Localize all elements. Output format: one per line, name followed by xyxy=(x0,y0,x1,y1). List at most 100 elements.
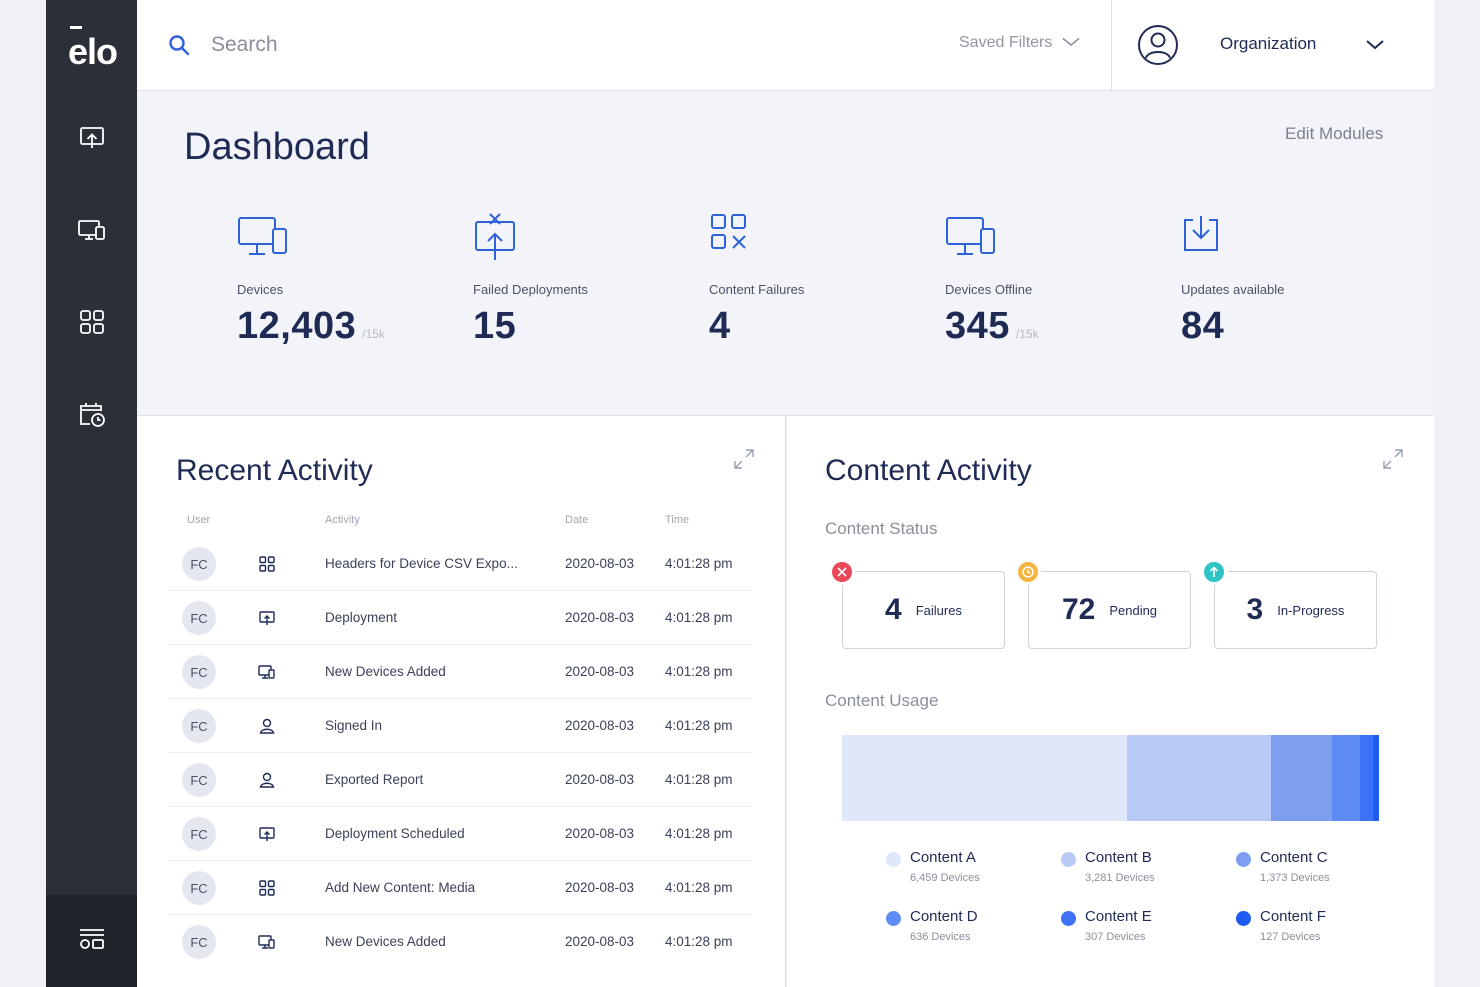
activity-text: Signed In xyxy=(325,718,383,733)
activity-date: 2020-08-03 xyxy=(565,718,635,733)
devices-icon xyxy=(258,933,276,956)
stat-content-failures[interactable]: Content Failures 4 xyxy=(709,212,909,348)
activity-time: 4:01:28 pm xyxy=(665,718,733,733)
devices-icon xyxy=(945,212,1145,266)
activity-row[interactable]: FC New Devices Added 2020-08-03 4:01:28 … xyxy=(168,915,752,969)
user-icon xyxy=(258,771,276,794)
legend-dot xyxy=(1061,911,1076,926)
upload-screen-icon xyxy=(258,609,276,632)
edit-modules-link[interactable]: Edit Modules xyxy=(1285,124,1384,143)
stat-label: Failed Deployments xyxy=(473,282,588,297)
stat-label: Devices Offline xyxy=(945,282,1033,297)
grid-icon xyxy=(258,879,276,902)
activity-time: 4:01:28 pm xyxy=(665,880,733,895)
activity-time: 4:01:28 pm xyxy=(665,610,733,625)
section-divider xyxy=(137,415,1434,416)
usage-segment-content-e[interactable] xyxy=(1359,735,1374,821)
status-card-failures[interactable]: 4 Failures xyxy=(842,571,1005,649)
expand-icon[interactable] xyxy=(733,448,755,475)
expand-icon[interactable] xyxy=(1382,448,1404,475)
activity-date: 2020-08-03 xyxy=(565,772,635,787)
topbar-divider xyxy=(1111,0,1112,91)
user-avatar-icon[interactable] xyxy=(1137,24,1179,71)
activity-row[interactable]: FC Deployment Scheduled 2020-08-03 4:01:… xyxy=(168,807,752,861)
stat-value: 15 xyxy=(473,305,517,347)
legend-count: 636 Devices xyxy=(910,931,971,943)
saved-filters-dropdown[interactable]: Saved Filters xyxy=(959,34,1080,52)
topbar: Saved Filters Organization xyxy=(137,0,1434,91)
nav-content[interactable] xyxy=(46,294,137,354)
activity-row[interactable]: FC Add New Content: Media 2020-08-03 4:0… xyxy=(168,861,752,915)
download-icon xyxy=(1181,212,1381,266)
activity-row[interactable]: FC Deployment 2020-08-03 4:01:28 pm xyxy=(168,591,752,645)
user-avatar: FC xyxy=(182,817,216,851)
activity-row[interactable]: FC New Devices Added 2020-08-03 4:01:28 … xyxy=(168,645,752,699)
user-avatar: FC xyxy=(182,601,216,635)
column-header-time: Time xyxy=(665,514,690,526)
activity-text: Exported Report xyxy=(325,772,424,787)
grid-icon xyxy=(78,308,106,341)
devices-icon xyxy=(77,216,107,249)
content-usage-title: Content Usage xyxy=(825,691,939,710)
nav-devices[interactable] xyxy=(46,202,137,262)
upload-screen-icon xyxy=(258,825,276,848)
activity-date: 2020-08-03 xyxy=(565,880,635,895)
legend-dot xyxy=(886,852,901,867)
content-failure-icon xyxy=(709,212,909,266)
legend-count: 6,459 Devices xyxy=(910,872,980,884)
activity-text: Deployment xyxy=(325,610,398,625)
status-card-pending[interactable]: 72 Pending xyxy=(1028,571,1191,649)
usage-segment-content-f[interactable] xyxy=(1373,735,1379,821)
content-status-title: Content Status xyxy=(825,519,938,538)
activity-date: 2020-08-03 xyxy=(565,556,635,571)
activity-time: 4:01:28 pm xyxy=(665,826,733,841)
stat-devices[interactable]: Devices 12,403 /15k xyxy=(237,212,437,348)
stat-suffix: /15k xyxy=(1015,327,1039,341)
activity-date: 2020-08-03 xyxy=(565,664,635,679)
status-value: 3 xyxy=(1246,593,1264,626)
legend-dot xyxy=(1236,911,1251,926)
search-icon xyxy=(167,33,191,62)
chevron-down-icon xyxy=(1062,34,1080,52)
user-avatar: FC xyxy=(182,655,216,689)
stat-value: 345 xyxy=(945,305,1010,347)
activity-text: Deployment Scheduled xyxy=(325,826,465,841)
usage-segment-content-d[interactable] xyxy=(1331,735,1360,821)
legend-count: 1,373 Devices xyxy=(1260,872,1330,884)
legend-count: 127 Devices xyxy=(1260,931,1321,943)
activity-row[interactable]: FC Signed In 2020-08-03 4:01:28 pm xyxy=(168,699,752,753)
column-header-activity: Activity xyxy=(325,514,360,526)
failed-deploy-icon xyxy=(473,212,673,266)
layout-icon xyxy=(77,925,107,958)
organization-selector[interactable]: Organization xyxy=(1220,34,1317,53)
stat-devices-offline[interactable]: Devices Offline 345 /15k xyxy=(945,212,1145,348)
activity-text: New Devices Added xyxy=(325,664,446,679)
legend-dot xyxy=(1236,852,1251,867)
stat-label: Updates available xyxy=(1181,282,1285,297)
chevron-down-icon[interactable] xyxy=(1365,38,1385,56)
activity-row[interactable]: FC Headers for Device CSV Expo... 2020-0… xyxy=(168,537,752,591)
stat-label: Devices xyxy=(237,282,284,297)
content-activity-title: Content Activity xyxy=(825,454,1032,487)
status-card-in-progress[interactable]: 3 In-Progress xyxy=(1214,571,1377,649)
stat-value: 12,403 xyxy=(237,305,357,347)
elo-logo[interactable]: elo xyxy=(46,20,137,72)
status-label: Failures xyxy=(915,602,962,618)
nav-schedule[interactable] xyxy=(46,386,137,446)
legend-name: Content E xyxy=(1085,908,1152,925)
activity-row[interactable]: FC Exported Report 2020-08-03 4:01:28 pm xyxy=(168,753,752,807)
user-avatar: FC xyxy=(182,925,216,959)
search-input[interactable] xyxy=(211,30,811,60)
stat-value: 4 xyxy=(709,305,731,347)
usage-segment-content-b[interactable] xyxy=(1126,735,1272,821)
stat-failed-deployments[interactable]: Failed Deployments 15 xyxy=(473,212,673,348)
user-avatar: FC xyxy=(182,709,216,743)
recent-activity-title: Recent Activity xyxy=(176,454,373,487)
usage-segment-content-c[interactable] xyxy=(1271,735,1332,821)
clock-icon xyxy=(1015,559,1041,585)
sidebar-layout-toggle[interactable] xyxy=(46,895,137,987)
nav-deployments[interactable] xyxy=(46,110,137,170)
legend-name: Content C xyxy=(1260,849,1328,866)
stat-updates-available[interactable]: Updates available 84 xyxy=(1181,212,1381,348)
usage-segment-content-a[interactable] xyxy=(842,735,1127,821)
